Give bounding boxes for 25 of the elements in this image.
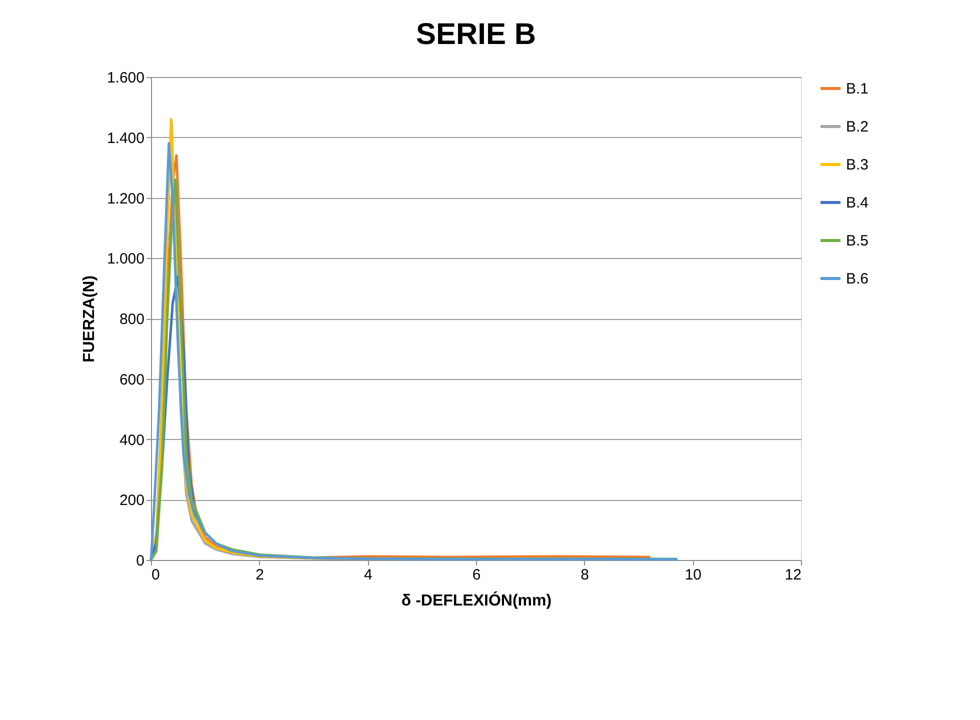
x-tick-label: 10: [684, 566, 702, 584]
y-tick-label: 1.200: [106, 190, 144, 208]
y-axis-title: FUERZA(N): [80, 275, 98, 363]
x-tick-label: 8: [580, 566, 590, 584]
y-tick-label: 400: [119, 432, 144, 449]
y-tick-label: 600: [119, 371, 144, 388]
y-tick-label: 1.000: [106, 250, 144, 268]
chart-title: SERIE B: [416, 18, 536, 51]
legend-label: B.5: [846, 232, 869, 250]
y-tick-label: 0: [136, 552, 144, 570]
legend-label: B.1: [846, 80, 869, 98]
y-tick-label: 1.400: [106, 130, 144, 147]
x-tick-label: 6: [472, 566, 481, 584]
legend-label: B.3: [846, 156, 869, 174]
y-tick-label: 200: [119, 492, 144, 510]
x-tick-label: 12: [784, 566, 802, 584]
legend-label: B.2: [846, 118, 869, 136]
x-tick-label: 0: [152, 566, 160, 584]
legend-label: B.4: [846, 194, 869, 212]
legend-label: B.6: [846, 270, 869, 288]
x-tick-label: 4: [364, 566, 372, 584]
x-tick-label: 2: [256, 566, 264, 584]
x-axis-title: δ -DEFLEXIÓN(mm): [401, 590, 552, 610]
y-tick-label: 800: [119, 311, 144, 328]
y-tick-label: 1.600: [106, 70, 144, 86]
